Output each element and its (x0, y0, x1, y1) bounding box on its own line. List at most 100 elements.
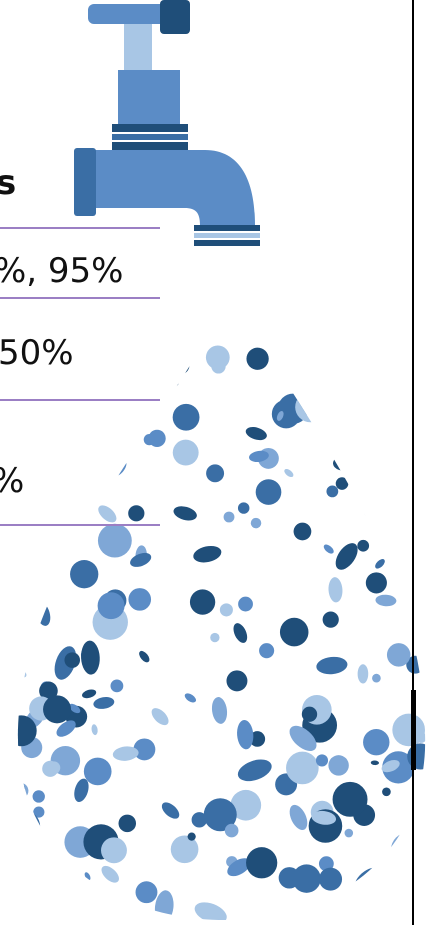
drop-icon (80, 640, 100, 675)
drop-icon (336, 477, 349, 490)
drop-icon (95, 502, 119, 525)
drop-icon (171, 356, 190, 375)
drop-icon (316, 655, 349, 675)
drop-icon (364, 503, 380, 519)
drop-icon (64, 652, 80, 668)
drop-icon (326, 486, 338, 498)
drop-icon (382, 787, 391, 796)
drop-icon (319, 868, 342, 891)
drop-icon (226, 670, 247, 691)
drop-icon (350, 863, 384, 896)
drop-icon (128, 505, 144, 521)
drop-icon (7, 629, 28, 652)
drop-icon (416, 732, 427, 743)
drop-icon (173, 440, 199, 466)
drop-icon (316, 754, 328, 766)
drop-icon (302, 355, 337, 390)
drop-icon (333, 782, 368, 817)
drop-icon (292, 864, 320, 892)
drop-icon (48, 904, 68, 924)
drop-icon (37, 529, 56, 548)
drop-icon (371, 760, 379, 765)
drop-icon (15, 666, 28, 679)
drop-icon (294, 360, 304, 370)
drop-icon (328, 755, 348, 775)
drop-icon (326, 352, 348, 371)
drop-icon (173, 337, 181, 345)
drop-icon (376, 346, 391, 361)
drop-icon (244, 425, 268, 443)
drop-icon (98, 524, 132, 558)
drop-icon (144, 434, 155, 445)
drop-icon (206, 464, 224, 482)
row-text: %, 95% (0, 251, 124, 291)
drop-icon (256, 479, 282, 505)
drop-icon (159, 799, 182, 821)
slide: s %, 95% 50% % (0, 0, 436, 925)
drop-icon (238, 502, 249, 513)
drop-icon (124, 358, 157, 391)
drop-icon (139, 308, 153, 322)
drop-icon (119, 815, 137, 833)
drop-icon (236, 719, 254, 750)
drop-icon (12, 783, 28, 799)
drop-icon (190, 589, 215, 614)
drop-icon (47, 761, 60, 774)
drop-icon (88, 329, 101, 342)
drop-icon (387, 643, 410, 666)
drop-icon (406, 851, 426, 871)
drop-icon (372, 674, 381, 683)
drop-icon (149, 705, 172, 728)
drop-icon (91, 724, 99, 736)
drop-icon (332, 450, 368, 473)
drop-icon (37, 860, 53, 880)
drop-icon (348, 379, 357, 387)
heading: s (0, 163, 16, 203)
drop-icon (101, 837, 127, 863)
row-text: % (0, 461, 24, 501)
drop-icon (385, 383, 400, 398)
drop-icon (140, 383, 157, 400)
drop-icon (106, 324, 129, 347)
drop-icon (418, 901, 428, 911)
drop-icon (327, 342, 339, 349)
drop-icon (365, 449, 393, 477)
drop-icon (297, 362, 308, 375)
drop-icon (6, 564, 26, 584)
drop-icon (21, 400, 30, 409)
drop-icon (40, 550, 52, 562)
drop-icon (13, 381, 29, 397)
drop-icon (417, 398, 432, 413)
drop-icon (280, 618, 309, 647)
drop-icon (33, 806, 44, 817)
drop-icon (331, 539, 362, 573)
drop-icon (59, 442, 85, 468)
drop-icon (128, 588, 151, 611)
drop-icon (183, 691, 197, 704)
drop-icon (246, 348, 268, 370)
drop-icon (110, 679, 123, 692)
drop-icon (400, 325, 408, 337)
drop-icon (103, 446, 119, 462)
drop-icon (283, 467, 295, 478)
drop-icon (231, 621, 250, 645)
drop-icon (414, 811, 425, 822)
drop-icon (323, 612, 339, 628)
drop-icon (286, 802, 311, 833)
row-text: 50% (0, 333, 74, 373)
drop-icon (70, 560, 98, 588)
drop-icon (192, 898, 230, 925)
drop-icon (33, 600, 53, 627)
drop-icon (92, 696, 115, 711)
drop-icon (83, 871, 91, 881)
drop-icon (286, 752, 319, 785)
drop-icon (251, 518, 262, 529)
drop-icon (6, 715, 37, 746)
drop-icon (84, 758, 112, 786)
drop-icon (172, 504, 199, 523)
drop-icon (302, 707, 317, 722)
drop-icon (140, 314, 175, 349)
drop-icon (108, 457, 129, 479)
drop-icon (397, 334, 435, 371)
border-mark (411, 690, 416, 770)
